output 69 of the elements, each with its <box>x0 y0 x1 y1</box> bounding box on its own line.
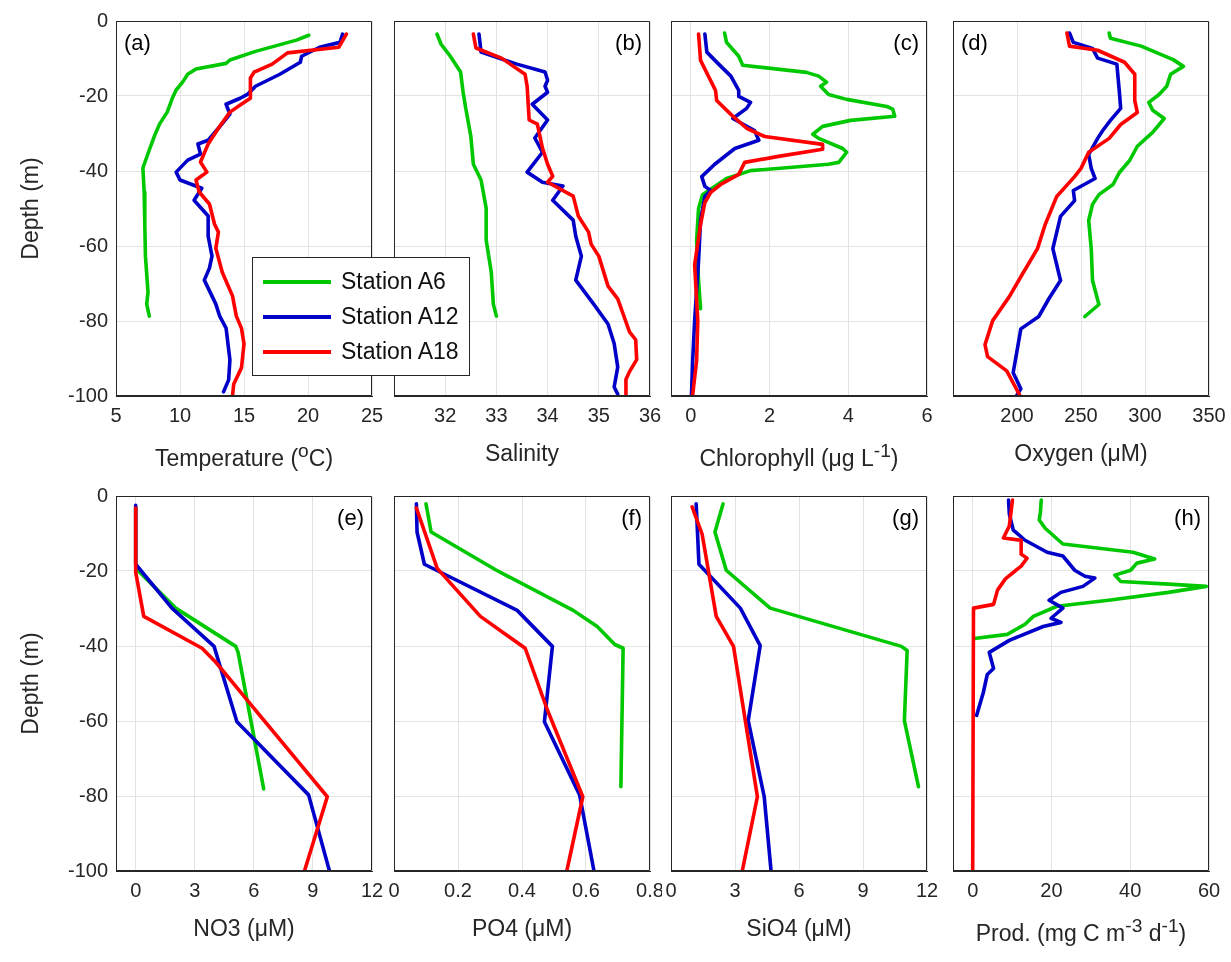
x-tick-label: 12 <box>915 878 939 901</box>
y-axis-title: Depth (m) <box>17 632 44 735</box>
x-tick-label: 0 <box>685 403 697 426</box>
x-tick-label: 34 <box>536 403 559 426</box>
x-axis-title: NO3 (μM) <box>193 915 295 942</box>
annotation: (g) <box>892 505 919 531</box>
x-tick-label: 33 <box>485 403 508 426</box>
x-tick-label: 60 <box>1197 878 1221 901</box>
y-tick-label: -80 <box>79 783 108 806</box>
y-tick-label: -20 <box>79 83 108 106</box>
x-tick-label: 0.2 <box>444 878 472 901</box>
y-tick-label: -100 <box>67 858 108 881</box>
y-tick-label: -20 <box>79 558 108 581</box>
x-tick-label: 0.6 <box>572 878 600 901</box>
x-tick-label: 300 <box>1128 403 1162 426</box>
x-tick-label: 32 <box>434 403 457 426</box>
x-tick-label: 25 <box>360 403 384 426</box>
legend-label: Station A18 <box>341 338 459 365</box>
x-tick-label: 0 <box>388 878 400 901</box>
y-tick-label: 0 <box>96 8 108 31</box>
x-axis-title: SiO4 (μM) <box>746 915 852 942</box>
x-tick-label: 200 <box>1000 403 1034 426</box>
x-tick-label: 250 <box>1064 403 1098 426</box>
x-tick-label: 10 <box>168 403 192 426</box>
x-tick-label: 0.4 <box>508 878 536 901</box>
legend-label: Station A6 <box>341 268 446 295</box>
x-axis-title: Salinity <box>484 440 560 467</box>
x-tick-label: 6 <box>921 403 933 426</box>
x-tick-label: 4 <box>842 403 854 426</box>
x-tick-label: 5 <box>110 403 122 426</box>
x-axis-title: Temperature ($^{o}$C) <box>154 440 334 472</box>
y-axis-title: Depth (m) <box>17 157 44 260</box>
x-tick-label: 3 <box>189 878 201 901</box>
x-axis-title: Oxygen (μM) <box>1014 440 1148 467</box>
x-tick-label: 20 <box>1040 878 1063 901</box>
x-tick-label: 9 <box>857 878 869 901</box>
y-tick-label: -40 <box>79 633 108 656</box>
y-tick-label: -60 <box>79 708 108 731</box>
annotation: (a) <box>124 30 151 56</box>
annotation: (f) <box>621 505 642 531</box>
x-tick-label: 20 <box>296 403 320 426</box>
y-tick-label: -60 <box>79 233 108 256</box>
annotation: (d) <box>961 30 988 56</box>
x-tick-label: 3 <box>729 878 741 901</box>
x-tick-label: 35 <box>587 403 610 426</box>
annotation: (c) <box>893 30 919 56</box>
y-tick-label: 0 <box>96 483 108 506</box>
x-tick-label: 15 <box>232 403 256 426</box>
x-tick-label: 0 <box>665 878 677 901</box>
x-tick-label: 2 <box>763 403 776 426</box>
y-tick-label: -80 <box>79 308 108 331</box>
x-tick-label: 36 <box>638 403 662 426</box>
x-axis-title: Prod. (mg C m$^{-3}$ d$^{-1}$) <box>975 915 1187 947</box>
x-axis-title: PO4 (μM) <box>471 915 573 942</box>
x-tick-label: 9 <box>307 878 319 901</box>
legend-label: Station A12 <box>341 303 459 330</box>
x-tick-label: 12 <box>360 878 384 901</box>
y-tick-label: -100 <box>67 383 108 406</box>
annotation: (e) <box>337 505 364 531</box>
y-tick-label: -40 <box>79 158 108 181</box>
annotation: (h) <box>1174 505 1201 531</box>
x-tick-label: 0 <box>130 878 142 901</box>
x-tick-label: 6 <box>248 878 260 901</box>
x-tick-label: 350 <box>1192 403 1226 426</box>
x-tick-label: 0 <box>967 878 979 901</box>
x-tick-label: 40 <box>1119 878 1142 901</box>
x-axis-title: Chlorophyll (μg L$^{-1}$) <box>699 440 899 472</box>
annotation: (b) <box>615 30 642 56</box>
x-tick-label: 6 <box>793 878 805 901</box>
